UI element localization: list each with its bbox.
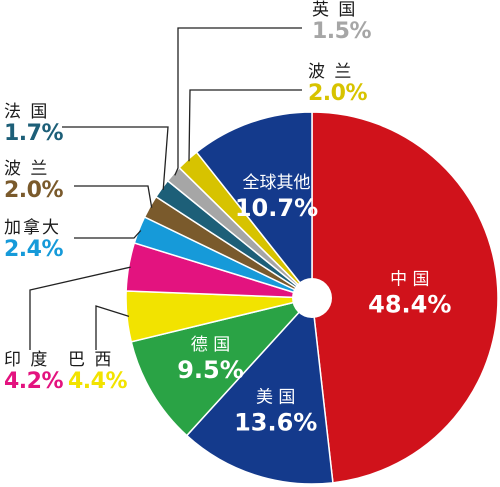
- leader-line-india: [29, 266, 131, 350]
- slice-usa: [185, 296, 334, 485]
- slice-china: [311, 111, 499, 484]
- leader-line-uk: [174, 27, 302, 176]
- slice-value: 10.7%: [235, 194, 318, 222]
- slice-label-canada: 加拿大 2.4%: [4, 218, 64, 262]
- leader-line-poland-2: [188, 89, 302, 162]
- leader-lines: [29, 27, 302, 350]
- slice-value: 9.5%: [177, 356, 244, 384]
- slice-value: 1.7%: [4, 121, 64, 146]
- slice-label-uk: 英 国 1.5%: [312, 0, 372, 44]
- slice-value: 4.4%: [68, 369, 128, 394]
- leader-line-brazil: [95, 305, 130, 350]
- slice-label-france: 法 国 1.7%: [4, 102, 64, 146]
- slice-value: 2.0%: [4, 178, 64, 203]
- slice-name: 美 国: [256, 387, 295, 407]
- slice-name: 中 国: [390, 270, 429, 290]
- slice-value: 4.2%: [4, 369, 64, 394]
- slice-label-poland-1: 波 兰 2.0%: [4, 159, 64, 203]
- slice-name: 波 兰: [4, 159, 50, 179]
- slice-value: 2.4%: [4, 237, 64, 262]
- slice-value: 13.6%: [234, 408, 317, 436]
- slice-label-india: 印 度 4.2%: [4, 350, 64, 394]
- leader-line-france: [62, 126, 169, 190]
- slice-name: 加拿大: [4, 218, 61, 238]
- slice-label-brazil: 巴 西 4.4%: [68, 350, 128, 394]
- slice-name: 英 国: [312, 0, 358, 20]
- slice-name: 波 兰: [308, 62, 354, 82]
- slice-name: 印 度: [4, 350, 50, 370]
- slice-value: 1.5%: [312, 19, 372, 44]
- slice-germany: [130, 296, 315, 437]
- slice-label-poland-2: 波 兰 2.0%: [308, 62, 368, 106]
- slice-name: 全球其他: [243, 173, 311, 193]
- slice-name: 巴 西: [68, 350, 114, 370]
- slice-value: 48.4%: [368, 291, 451, 319]
- slice-name: 德 国: [191, 335, 230, 355]
- slice-rest-of-world: [195, 111, 313, 301]
- leader-line-poland-1: [74, 185, 153, 208]
- slice-value: 2.0%: [308, 81, 368, 106]
- donut-hole: [292, 278, 332, 318]
- leader-line-canada: [74, 230, 142, 239]
- pie-slices: [125, 111, 499, 485]
- slice-name: 法 国: [4, 102, 50, 122]
